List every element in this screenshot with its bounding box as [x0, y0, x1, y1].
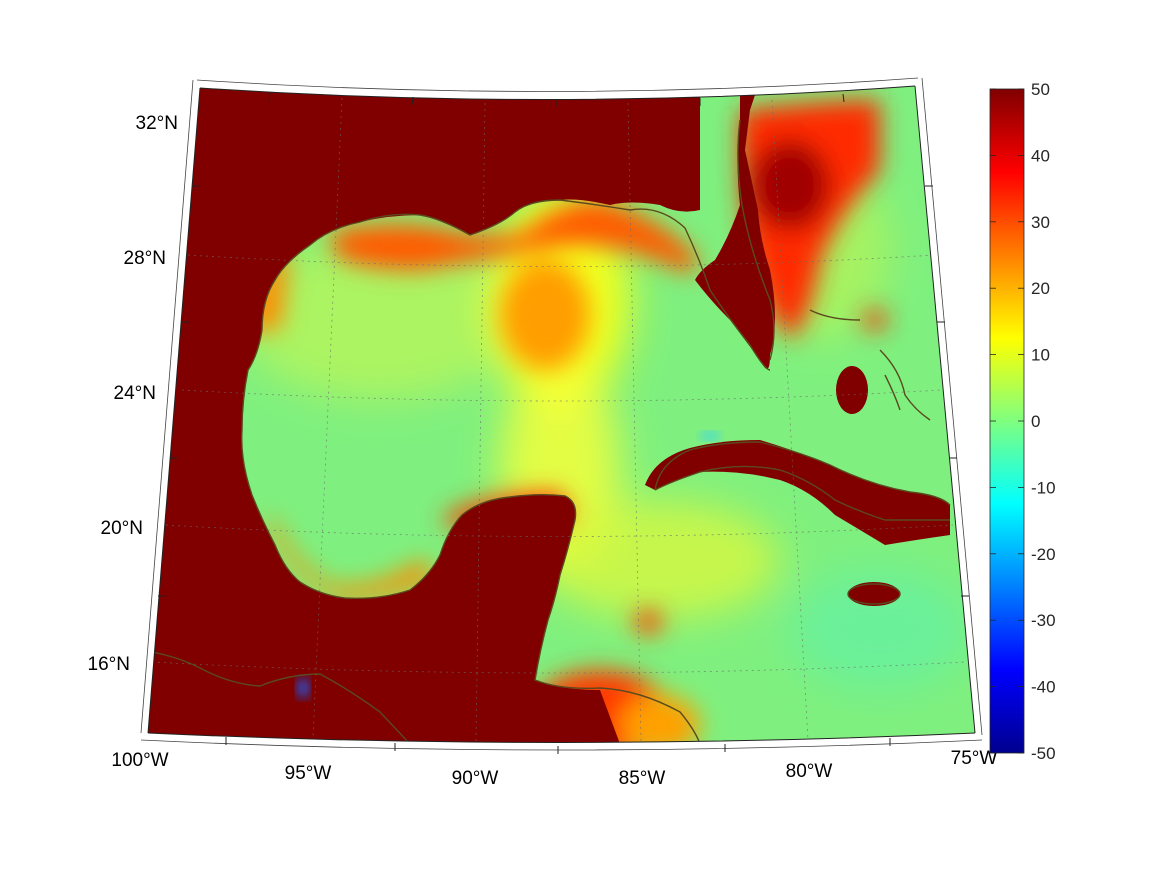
colorbar: 50 40 30 20 10 0 -10 -20 -30 -40 -50	[989, 80, 1056, 763]
lon-label-90w: 90°W	[452, 768, 499, 789]
coastlines	[148, 119, 951, 743]
map-frame	[140, 77, 983, 751]
lat-label-20n: 20°N	[101, 518, 143, 539]
colorbar-ticks	[990, 88, 1024, 754]
colorbar-tick-label: -40	[1031, 678, 1056, 697]
cold-anomaly	[297, 678, 309, 698]
colorbar-tick-label: 50	[1031, 80, 1050, 99]
colorbar-tick-label: -30	[1031, 611, 1056, 630]
lat-label-28n: 28°N	[124, 248, 166, 269]
colorbar-tick-label: 10	[1031, 346, 1050, 365]
lon-label-80w: 80°W	[786, 761, 833, 782]
frame-ticks	[158, 92, 969, 754]
colorbar-tick-label: -50	[1031, 744, 1056, 763]
lon-labels: 100°W 95°W 90°W 85°W 80°W 75°W	[111, 748, 997, 789]
colorbar-tick-label: 20	[1031, 279, 1050, 298]
lat-labels: 32°N 28°N 24°N 20°N 16°N	[88, 113, 178, 675]
land-cuba	[645, 440, 950, 545]
land-jamaica	[848, 582, 900, 606]
colorbar-labels: 50 40 30 20 10 0 -10 -20 -30 -40 -50	[1031, 80, 1056, 763]
lat-label-24n: 24°N	[114, 383, 156, 404]
colorbar-tick-label: -10	[1031, 478, 1056, 497]
colorbar-tick-label: 40	[1031, 146, 1050, 165]
lon-label-95w: 95°W	[285, 763, 332, 784]
cyan-spot	[700, 432, 720, 440]
lat-label-32n: 32°N	[136, 113, 178, 134]
map-field	[148, 86, 975, 743]
lon-label-100w: 100°W	[111, 750, 168, 771]
land-north-america	[148, 86, 775, 743]
lon-label-75w: 75°W	[951, 748, 998, 769]
land-andros	[836, 366, 868, 414]
lon-label-85w: 85°W	[619, 768, 666, 789]
land-mexico-south	[148, 640, 410, 743]
land-masses	[148, 86, 950, 743]
colorbar-tick-label: 0	[1031, 412, 1040, 431]
lat-label-16n: 16°N	[88, 654, 130, 675]
colorbar-tick-label: -20	[1031, 545, 1056, 564]
colorbar-tick-label: 30	[1031, 213, 1050, 232]
graticule	[151, 97, 966, 743]
